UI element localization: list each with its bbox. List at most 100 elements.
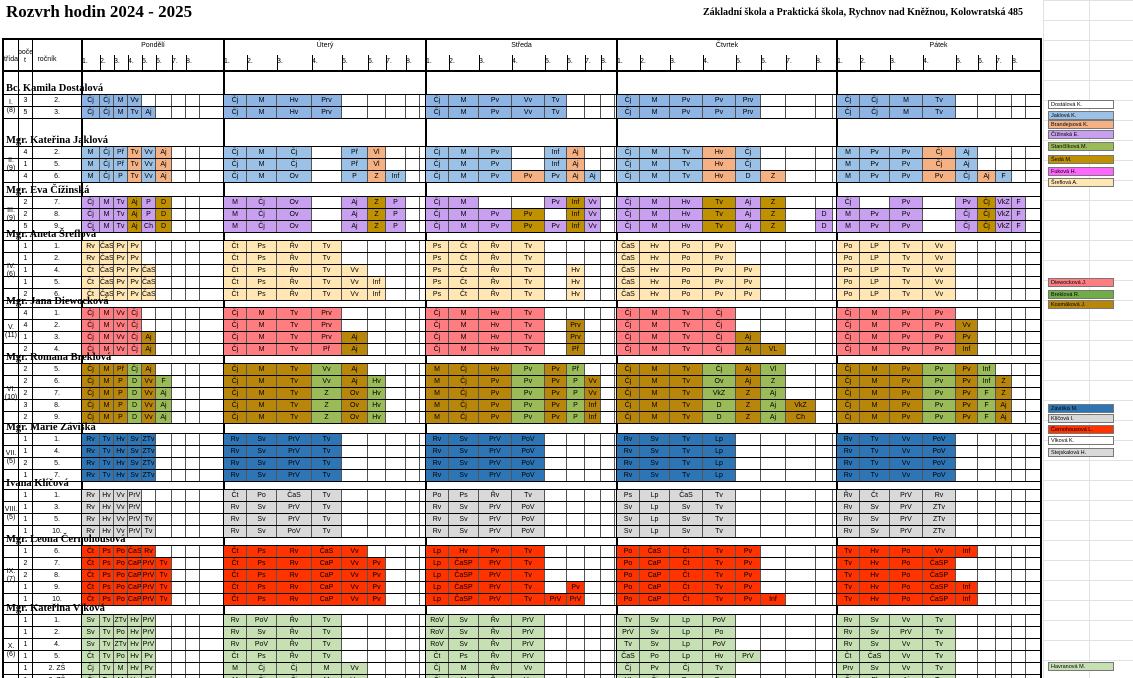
- lesson-cell: Po: [670, 265, 703, 276]
- lesson-cell: [601, 159, 615, 170]
- lesson-cell: [956, 241, 978, 252]
- legend-item: Jaklová K.: [1048, 111, 1114, 120]
- period-divider: [114, 55, 115, 70]
- lesson-cell: [186, 159, 200, 170]
- lesson-cell: PrV: [142, 594, 156, 605]
- lesson-cell: Vv: [342, 289, 368, 300]
- lesson-cell: [172, 289, 186, 300]
- period-header: 8.: [601, 58, 607, 65]
- lesson-cell: M: [224, 663, 247, 674]
- student-count: 1: [23, 516, 28, 523]
- table-row: 2 8. Čt Ps Po CaP PrV Tv Čt Ps Rv CaP Vv Pv Lp ČaSP PrV T…: [4, 570, 1040, 582]
- lesson-cell: [816, 570, 833, 581]
- lesson-cell: Po: [247, 490, 277, 501]
- lesson-cell: [761, 675, 786, 678]
- lesson-cell: Tv: [100, 615, 114, 626]
- lesson-cell: Čj: [426, 171, 449, 182]
- lesson-cell: [786, 289, 816, 300]
- lesson-cell: [978, 458, 996, 469]
- lesson-cell: [156, 308, 172, 319]
- lesson-cell: [1012, 594, 1026, 605]
- period-divider: [996, 55, 997, 70]
- lesson-cell: Pv: [479, 147, 512, 158]
- lesson-cell: P: [567, 388, 585, 399]
- lesson-cell: [816, 289, 833, 300]
- lesson-cell: [585, 159, 601, 170]
- lesson-cell: [601, 627, 615, 638]
- lesson-cell: D: [128, 376, 142, 387]
- lesson-cell: Řv: [479, 289, 512, 300]
- lesson-cell: Tv: [128, 159, 142, 170]
- lesson-cell: [978, 320, 996, 331]
- lesson-cell: Pv: [479, 171, 512, 182]
- lesson-cell: Sv: [449, 458, 479, 469]
- period-divider: [978, 55, 979, 70]
- lesson-cell: Řv: [277, 289, 312, 300]
- lesson-cell: Ps: [247, 289, 277, 300]
- student-count: 2: [23, 346, 28, 353]
- lesson-cell: [601, 332, 615, 343]
- lesson-cell: Čj: [82, 344, 100, 355]
- lesson-cell: Čj: [736, 159, 761, 170]
- lesson-cell: [172, 434, 186, 445]
- lesson-cell: [996, 594, 1012, 605]
- lesson-cell: Tv: [617, 639, 640, 650]
- lesson-cell: [761, 289, 786, 300]
- lesson-cell: Čj: [860, 107, 890, 118]
- lesson-cell: [186, 582, 200, 593]
- lesson-cell: [978, 308, 996, 319]
- lesson-cell: D: [816, 221, 833, 232]
- lesson-cell: Čj: [449, 364, 479, 375]
- lesson-cell: Po: [890, 594, 923, 605]
- lesson-cell: [601, 107, 615, 118]
- lesson-cell: Tv: [114, 197, 128, 208]
- lesson-cell: Čj: [837, 197, 860, 208]
- lesson-cell: Čj: [978, 221, 996, 232]
- lesson-cell: Ps: [100, 546, 114, 557]
- lesson-cell: [978, 546, 996, 557]
- lesson-cell: CaP: [312, 582, 342, 593]
- lesson-cell: Rv: [82, 526, 100, 537]
- lesson-cell: ČaSP: [923, 558, 956, 569]
- lesson-cell: VkZ: [996, 221, 1012, 232]
- lesson-cell: [816, 265, 833, 276]
- lesson-cell: [601, 570, 615, 581]
- student-count: 1: [23, 617, 28, 624]
- lesson-cell: [761, 446, 786, 457]
- lesson-cell: [923, 197, 956, 208]
- period-header: 5.: [142, 58, 148, 65]
- lesson-cell: Aj: [128, 197, 142, 208]
- lesson-cell: Inf: [956, 344, 978, 355]
- student-count: 4: [23, 322, 28, 329]
- legend-item: Dostálová K.: [1048, 100, 1114, 109]
- lesson-cell: [996, 526, 1012, 537]
- lesson-cell: F: [996, 171, 1012, 182]
- lesson-cell: [736, 320, 761, 331]
- lesson-cell: [761, 546, 786, 557]
- lesson-cell: [406, 388, 420, 399]
- lesson-cell: [601, 221, 615, 232]
- lesson-cell: Pv: [860, 159, 890, 170]
- lesson-cell: [978, 526, 996, 537]
- lesson-cell: [156, 253, 172, 264]
- student-count: 1: [23, 528, 28, 535]
- lesson-cell: ČaS: [142, 289, 156, 300]
- lesson-cell: Ps: [247, 594, 277, 605]
- lesson-cell: Aj: [342, 197, 368, 208]
- lesson-cell: Čj: [128, 344, 142, 355]
- lesson-cell: Pv: [956, 400, 978, 411]
- lesson-cell: Vv: [142, 400, 156, 411]
- lesson-cell: Čj: [82, 209, 100, 220]
- teacher-name: Mgr. Kateřina Vlková: [4, 602, 1040, 615]
- table-row: 1 3. Čj M Vv Čj Aj Čj M Tv Prv Aj Čj M Hv Tv Prv Čj M Tv Čj A…: [4, 332, 1040, 344]
- lesson-cell: Sv: [247, 514, 277, 525]
- lesson-cell: [1012, 320, 1026, 331]
- lesson-cell: Z: [736, 388, 761, 399]
- lesson-cell: Čj: [224, 364, 247, 375]
- lesson-cell: Tv: [890, 289, 923, 300]
- lesson-cell: PoV: [923, 434, 956, 445]
- teacher-name: Ivana Klíčová: [4, 477, 1040, 490]
- lesson-cell: Sv: [247, 502, 277, 513]
- lesson-cell: Rv: [224, 615, 247, 626]
- lesson-cell: Vv: [923, 265, 956, 276]
